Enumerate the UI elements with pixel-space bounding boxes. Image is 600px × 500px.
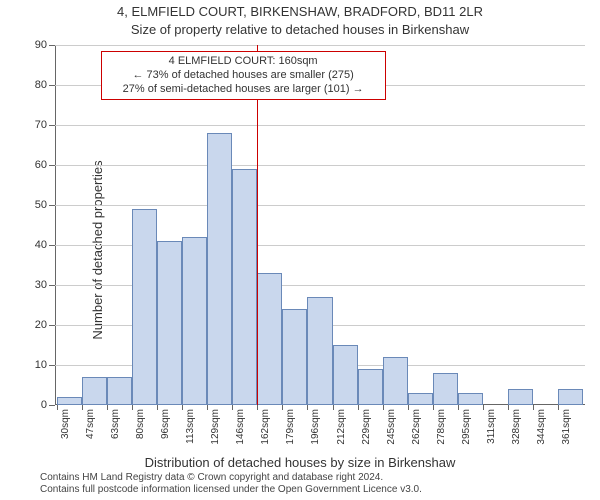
x-tick xyxy=(307,405,308,410)
histogram-bar xyxy=(508,389,533,405)
histogram-bar xyxy=(358,369,383,405)
y-tick-label: 60 xyxy=(35,159,47,171)
x-tick-label: 179sqm xyxy=(285,409,296,445)
histogram-bar xyxy=(307,297,332,405)
histogram-bar xyxy=(458,393,483,405)
x-tick-label: 113sqm xyxy=(185,409,196,444)
histogram-bar xyxy=(408,393,433,405)
x-tick xyxy=(508,405,509,410)
y-tick-label: 10 xyxy=(35,359,47,371)
y-tick-label: 0 xyxy=(41,399,47,411)
x-tick xyxy=(433,405,434,410)
histogram-bar xyxy=(383,357,408,405)
x-tick xyxy=(57,405,58,410)
x-tick-label: 278sqm xyxy=(436,409,447,445)
x-tick-label: 47sqm xyxy=(85,409,96,439)
chart-title-main: 4, ELMFIELD COURT, BIRKENSHAW, BRADFORD,… xyxy=(0,4,600,19)
x-tick-label: 262sqm xyxy=(411,409,422,445)
y-tick-label: 80 xyxy=(35,79,47,91)
x-tick xyxy=(282,405,283,410)
y-tick-label: 90 xyxy=(35,39,47,51)
x-tick xyxy=(383,405,384,410)
histogram-bar xyxy=(257,273,282,405)
x-tick xyxy=(157,405,158,410)
plot-area: 010203040506070809030sqm47sqm63sqm80sqm9… xyxy=(55,45,585,405)
x-tick-label: 146sqm xyxy=(235,409,246,445)
x-tick-label: 129sqm xyxy=(210,409,221,445)
x-tick xyxy=(232,405,233,410)
attribution-line-2: Contains full postcode information licen… xyxy=(40,484,422,496)
histogram-bar xyxy=(132,209,157,405)
x-tick xyxy=(458,405,459,410)
attribution-line-1: Contains HM Land Registry data © Crown c… xyxy=(40,472,422,484)
x-tick xyxy=(408,405,409,410)
x-tick xyxy=(533,405,534,410)
chart-container: 4, ELMFIELD COURT, BIRKENSHAW, BRADFORD,… xyxy=(0,0,600,500)
x-tick xyxy=(82,405,83,410)
y-tick-label: 50 xyxy=(35,199,47,211)
x-tick xyxy=(358,405,359,410)
x-axis-label: Distribution of detached houses by size … xyxy=(0,455,600,470)
histogram-bar xyxy=(207,133,232,405)
plot-border: 010203040506070809030sqm47sqm63sqm80sqm9… xyxy=(55,45,585,405)
y-tick-label: 30 xyxy=(35,279,47,291)
x-tick xyxy=(107,405,108,410)
y-tick-label: 70 xyxy=(35,119,47,131)
histogram-bar xyxy=(182,237,207,405)
annotation-line-3: 27% of semi-detached houses are larger (… xyxy=(108,83,379,97)
x-tick-label: 344sqm xyxy=(536,409,547,445)
chart-title-sub: Size of property relative to detached ho… xyxy=(0,22,600,37)
x-tick xyxy=(483,405,484,410)
x-tick-label: 196sqm xyxy=(310,409,321,445)
histogram-bar xyxy=(82,377,107,405)
x-tick-label: 80sqm xyxy=(135,409,146,439)
x-tick xyxy=(558,405,559,410)
x-tick-label: 328sqm xyxy=(511,409,522,445)
x-tick-label: 229sqm xyxy=(361,409,372,445)
histogram-bar xyxy=(558,389,583,405)
x-tick-label: 96sqm xyxy=(160,409,171,439)
x-tick xyxy=(182,405,183,410)
histogram-bar xyxy=(333,345,358,405)
y-tick-label: 20 xyxy=(35,319,47,331)
y-tick xyxy=(49,405,55,406)
histogram-bar xyxy=(57,397,82,405)
histogram-bar xyxy=(282,309,307,405)
x-tick xyxy=(257,405,258,410)
annotation-box: 4 ELMFIELD COURT: 160sqm← 73% of detache… xyxy=(101,51,386,100)
annotation-line-1: 4 ELMFIELD COURT: 160sqm xyxy=(108,55,379,69)
x-tick xyxy=(207,405,208,410)
y-tick-label: 40 xyxy=(35,239,47,251)
x-tick-label: 30sqm xyxy=(60,409,71,439)
x-tick xyxy=(132,405,133,410)
attribution: Contains HM Land Registry data © Crown c… xyxy=(40,472,422,496)
histogram-bar xyxy=(433,373,458,405)
x-tick-label: 212sqm xyxy=(336,409,347,445)
histogram-bar xyxy=(232,169,257,405)
x-tick-label: 245sqm xyxy=(386,409,397,445)
histogram-bar xyxy=(157,241,182,405)
x-tick-label: 295sqm xyxy=(461,409,472,445)
annotation-line-2: ← 73% of detached houses are smaller (27… xyxy=(108,69,379,83)
histogram-bar xyxy=(107,377,132,405)
x-tick-label: 63sqm xyxy=(110,409,121,439)
x-tick-label: 162sqm xyxy=(260,409,271,445)
x-tick xyxy=(333,405,334,410)
x-tick-label: 361sqm xyxy=(561,409,572,445)
x-tick-label: 311sqm xyxy=(486,409,497,444)
